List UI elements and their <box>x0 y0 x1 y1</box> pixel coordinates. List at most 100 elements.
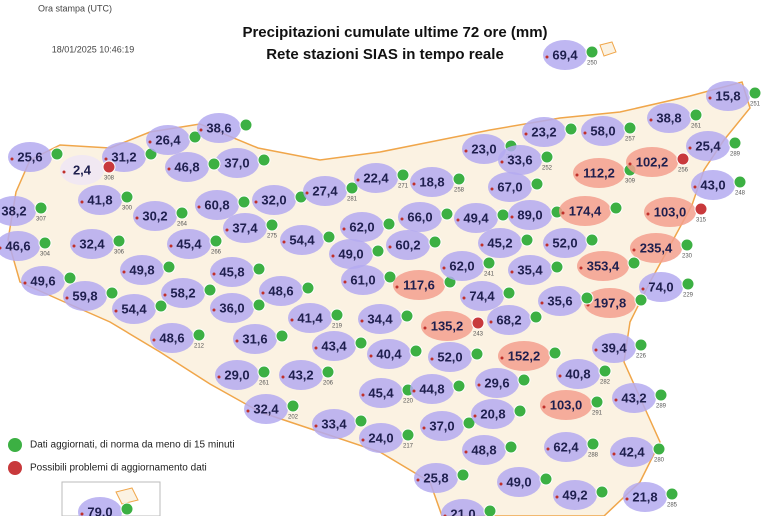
station-bubble <box>146 125 190 155</box>
station-bubble <box>210 257 254 287</box>
station-dot <box>442 266 446 270</box>
station-dot <box>583 131 587 135</box>
legend: Dati aggiornati, di norma da meno di 15 … <box>8 438 235 475</box>
status-icon <box>34 201 48 215</box>
station-value: 31,6 <box>242 331 267 346</box>
station-value: 29,6 <box>484 375 509 390</box>
station-bubble <box>414 463 458 493</box>
station-dot <box>361 438 365 442</box>
status-icon <box>162 260 176 274</box>
status-icon <box>539 472 553 486</box>
station-value: 2,4 <box>73 162 92 177</box>
station-dot <box>477 383 481 387</box>
station-dot <box>197 205 201 209</box>
status-icon <box>345 181 359 195</box>
status-icon <box>482 256 496 270</box>
status-icon <box>203 283 217 297</box>
station-id: 289 <box>730 152 741 158</box>
station-dot <box>575 173 579 177</box>
status-icon <box>286 399 300 413</box>
station-value: 30,2 <box>142 208 167 223</box>
station-value: 20,8 <box>480 406 505 421</box>
station-id: 261 <box>259 381 270 387</box>
station-id: 282 <box>600 380 611 386</box>
station-value: 37,0 <box>224 155 249 170</box>
station-id: 289 <box>656 404 667 410</box>
station-dot <box>464 450 468 454</box>
status-icon <box>265 218 279 232</box>
station-id: 271 <box>398 184 409 190</box>
station-id: 315 <box>696 218 707 224</box>
station-bubble <box>522 117 566 147</box>
station-value: 31,2 <box>111 149 136 164</box>
station-dot <box>510 215 514 219</box>
station-dot <box>65 296 69 300</box>
status-icon <box>207 157 221 171</box>
station-bubble <box>410 374 454 404</box>
station-value: 32,4 <box>79 236 105 251</box>
station-dot <box>545 243 549 247</box>
station-bubble <box>252 185 296 215</box>
station-dot <box>10 157 14 161</box>
station-dot <box>625 497 629 501</box>
station-value: 40,4 <box>376 346 402 361</box>
station-bubble <box>623 482 667 512</box>
status-icon <box>585 233 599 247</box>
legend-icon <box>8 461 22 475</box>
station-id: 306 <box>114 250 125 256</box>
station-dot <box>305 191 309 195</box>
station-dot <box>122 270 126 274</box>
station-dot <box>708 96 712 100</box>
status-icon <box>354 336 368 350</box>
station-bubble <box>161 278 205 308</box>
station-bubble <box>543 228 587 258</box>
station-value: 112,2 <box>583 165 615 180</box>
station-id: 291 <box>592 411 603 417</box>
station-value: 66,0 <box>407 209 432 224</box>
status-icon <box>595 485 609 499</box>
station-value: 43,2 <box>621 390 646 405</box>
station-dot <box>23 281 27 285</box>
station-value: 25,8 <box>423 470 448 485</box>
station-value: 48,8 <box>471 442 496 457</box>
station-value: 61,0 <box>350 272 375 287</box>
station-dot <box>489 320 493 324</box>
status-icon <box>400 309 414 323</box>
station-bubble <box>610 437 654 467</box>
station-dot <box>524 132 528 136</box>
station-id: 217 <box>403 444 414 450</box>
status-icon <box>257 365 271 379</box>
station-bubble <box>686 131 730 161</box>
station-bubble <box>21 266 65 296</box>
station-id: 261 <box>691 124 702 130</box>
station-dot <box>152 338 156 342</box>
station-bubble <box>112 294 156 324</box>
status-icon <box>239 118 253 132</box>
station-dot <box>80 512 84 516</box>
station-bubble <box>573 158 625 188</box>
station-dot <box>290 318 294 322</box>
island <box>599 41 617 57</box>
status-icon <box>517 373 531 387</box>
station-id: 300 <box>122 206 133 212</box>
station-value: 25,4 <box>695 138 721 153</box>
station-value: 43,2 <box>288 367 313 382</box>
station-value: 54,4 <box>121 301 147 316</box>
station-bubble <box>210 293 254 323</box>
title-line: Precipitazioni cumulate ultime 72 ore (m… <box>242 24 547 41</box>
station-value: 25,6 <box>17 149 42 164</box>
station-value: 37,4 <box>232 220 258 235</box>
station-bubble <box>462 134 506 164</box>
station-value: 21,8 <box>632 489 657 504</box>
station-bubble <box>410 167 454 197</box>
status-icon <box>483 504 497 516</box>
status-icon <box>634 338 648 352</box>
status-icon <box>689 108 703 122</box>
station-bubble <box>691 170 735 200</box>
status-icon <box>728 136 742 150</box>
status-icon <box>665 487 679 501</box>
status-icon <box>694 202 708 216</box>
station-dot <box>510 270 514 274</box>
station-bubble <box>454 203 498 233</box>
station-value: 52,0 <box>437 349 462 364</box>
